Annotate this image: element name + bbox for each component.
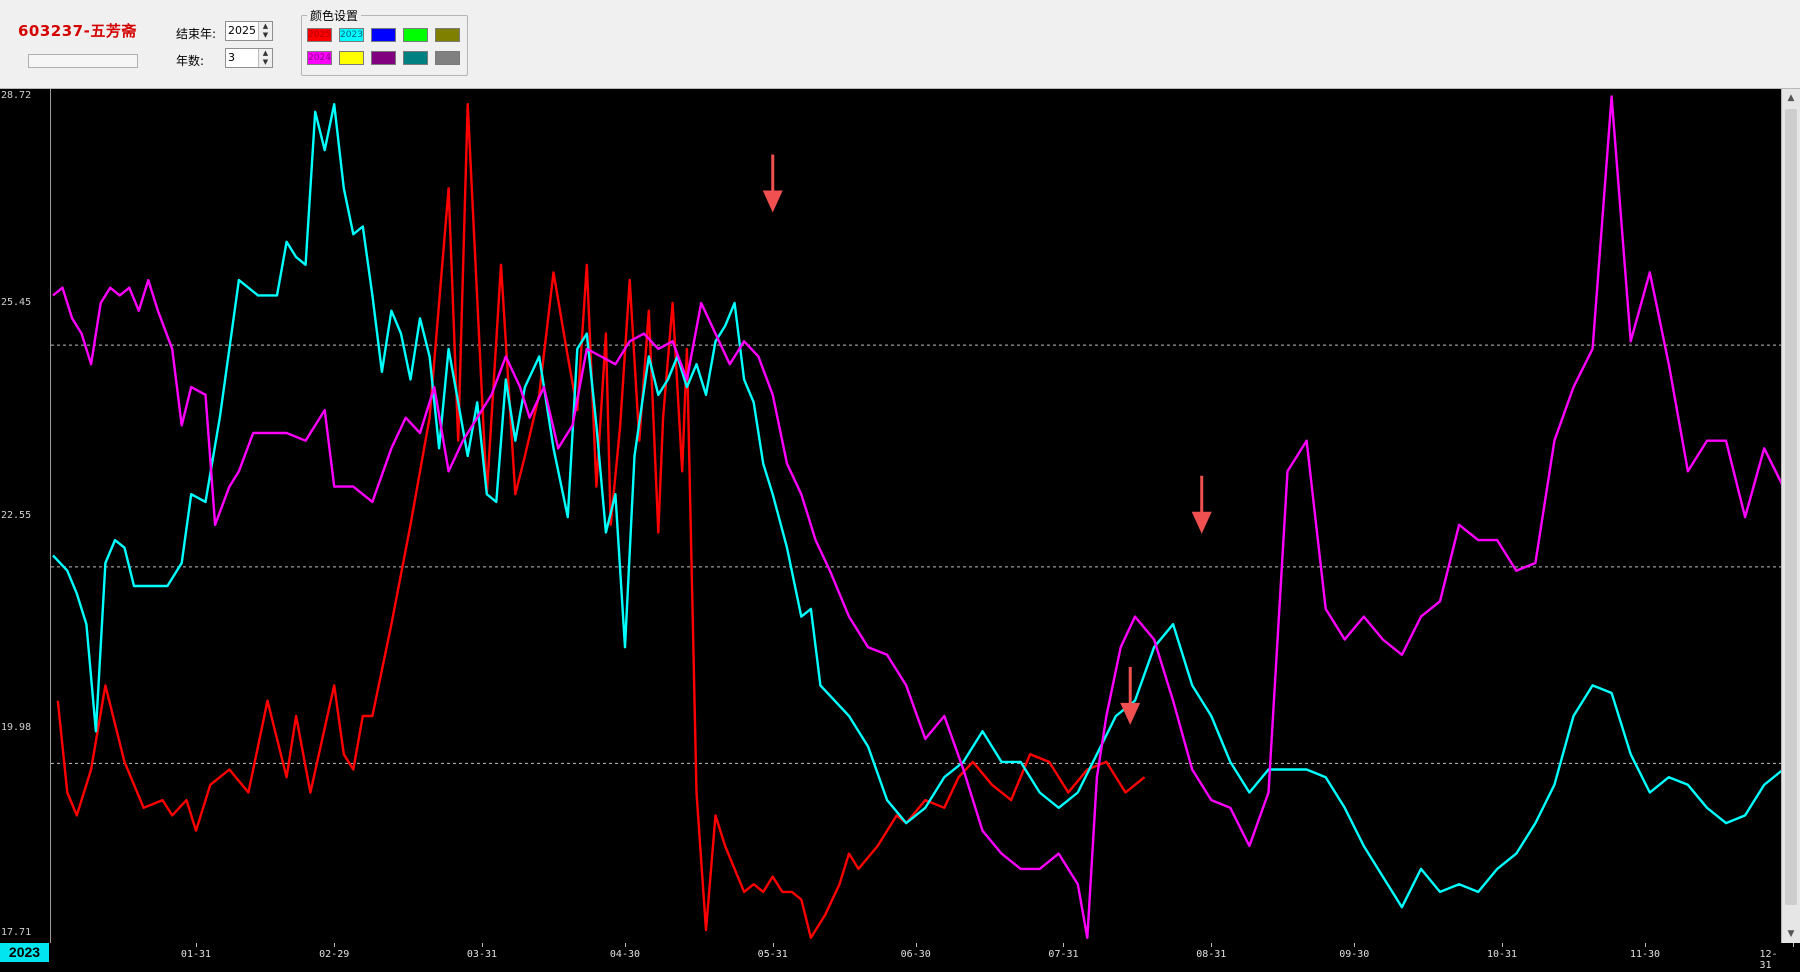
swatch-label: 2023 [340, 30, 363, 40]
end-year-label: 结束年: [176, 27, 217, 41]
line-plot[interactable] [51, 89, 1800, 943]
x-tick-label: 04-30 [609, 949, 641, 960]
x-tick-label: 03-31 [466, 949, 498, 960]
scroll-down-arrow-icon[interactable]: ▼ [1787, 929, 1795, 939]
color-swatch-teal[interactable] [403, 51, 428, 65]
years-spinner[interactable]: 3 ▲ ▼ [225, 48, 273, 68]
y-axis: 28.72 25.45 22.55 19.98 17.71 [0, 89, 51, 943]
x-tick-mark [772, 943, 774, 947]
x-tick-label: 09-30 [1339, 949, 1370, 960]
series-line-2025 [56, 103, 1146, 939]
end-year-value[interactable]: 2025 [228, 24, 256, 37]
x-tick-mark [915, 943, 917, 947]
stock-title: 603237-五芳斋 [18, 22, 137, 40]
y-tick-label: 25.45 [1, 297, 32, 308]
color-swatch-gray[interactable] [435, 51, 460, 65]
x-tick-label: 10-31 [1486, 949, 1518, 960]
years-down-arrow-icon[interactable]: ▼ [259, 58, 272, 67]
x-tick-mark [334, 943, 336, 947]
x-tick-label: 11-30 [1629, 949, 1661, 960]
arrow-august-early-icon [1120, 666, 1141, 725]
progress-bar [28, 54, 138, 68]
color-settings-group [301, 15, 468, 76]
x-tick-label: 02-29 [319, 949, 350, 960]
x-tick-label: 08-31 [1196, 949, 1227, 960]
color-swatch-blue[interactable] [371, 28, 396, 42]
chart-area[interactable]: 28.72 25.45 22.55 19.98 17.71 2023 01-31… [0, 89, 1800, 972]
x-tick-mark [1645, 943, 1646, 947]
color-swatch-olive[interactable] [435, 28, 460, 42]
x-tick-label: 12-31 [1759, 949, 1778, 971]
x-tick-mark [1354, 943, 1356, 947]
scrollbar-thumb[interactable] [1785, 109, 1797, 905]
end-year-spin-buttons: ▲ ▼ [258, 22, 272, 40]
swatch-label: 2025 [308, 30, 331, 40]
series-line-2024 [52, 95, 1793, 939]
y-tick-label: 17.71 [1, 927, 32, 938]
scroll-up-arrow-icon[interactable]: ▲ [1787, 93, 1795, 103]
color-swatch-yellow[interactable] [339, 51, 364, 65]
selected-year-badge[interactable]: 2023 [0, 943, 49, 962]
x-tick-label: 07-31 [1048, 949, 1079, 960]
color-swatch-2024[interactable]: 2024 [307, 51, 332, 65]
x-tick-mark [1502, 943, 1503, 947]
color-swatch-purple[interactable] [371, 51, 396, 65]
arrow-august-late-icon [1191, 475, 1212, 534]
x-tick-mark [1211, 943, 1213, 947]
years-label: 年数: [176, 54, 205, 68]
y-tick-label: 28.72 [1, 90, 32, 101]
swatch-label: 2024 [308, 53, 331, 63]
x-tick-label: 06-30 [900, 949, 931, 960]
years-spin-buttons: ▲ ▼ [258, 49, 272, 67]
x-tick-mark [1063, 943, 1065, 947]
color-swatch-green[interactable] [403, 28, 428, 42]
y-tick-label: 19.98 [1, 722, 32, 733]
vertical-scrollbar[interactable]: ▲ ▼ [1781, 89, 1800, 943]
x-tick-label: 05-31 [757, 949, 788, 960]
arrow-june-icon [762, 154, 783, 213]
x-tick-mark [624, 943, 626, 947]
toolbar: 603237-五芳斋 结束年: 2025 ▲ ▼ 年数: 3 ▲ ▼ 颜色设置 … [0, 0, 1800, 89]
color-swatch-2023[interactable]: 2023 [339, 28, 364, 42]
x-tick-mark [481, 943, 483, 947]
x-tick-label: 01-31 [180, 949, 212, 960]
end-year-spinner[interactable]: 2025 ▲ ▼ [225, 21, 273, 41]
series-line-2023 [52, 103, 1793, 909]
color-swatch-2025[interactable]: 2025 [307, 28, 332, 42]
end-year-down-arrow-icon[interactable]: ▼ [259, 31, 272, 40]
x-tick-mark [1792, 943, 1794, 947]
color-settings-title: 颜色设置 [307, 7, 362, 24]
y-tick-label: 22.55 [1, 510, 32, 521]
years-value[interactable]: 3 [228, 51, 235, 64]
x-axis: 01-31 02-29 03-31 04-30 05-31 06-30 07-31 08-31… [51, 943, 1800, 972]
x-tick-mark [195, 943, 197, 947]
